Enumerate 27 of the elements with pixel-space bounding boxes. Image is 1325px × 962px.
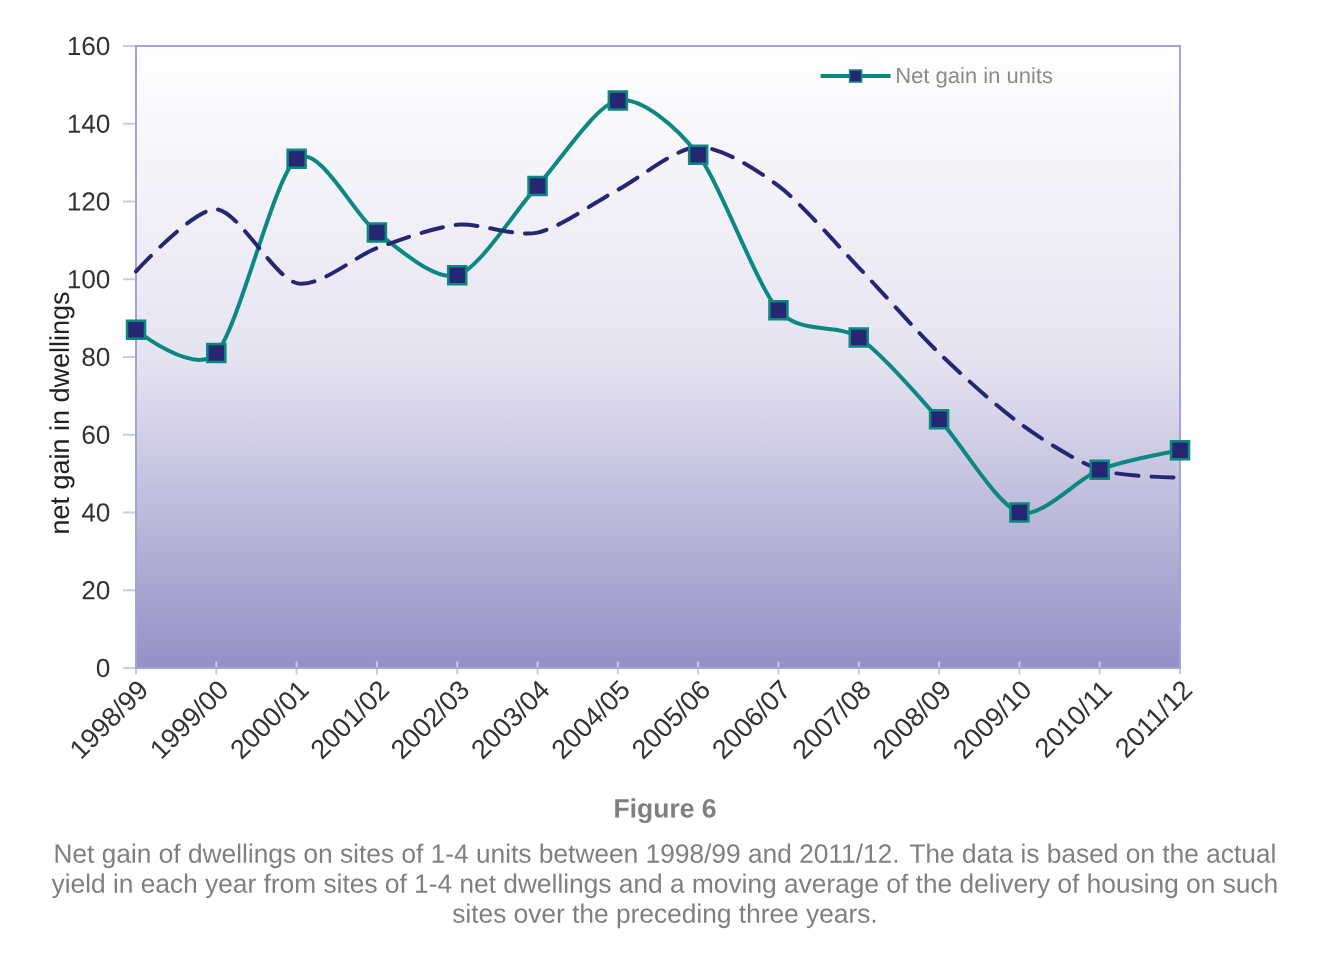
point bbox=[286, 148, 307, 169]
point bbox=[206, 342, 227, 364]
point bbox=[366, 222, 388, 243]
legend-label: Net gain in units bbox=[897, 67, 1053, 88]
y-tick-label: 80 bbox=[82, 347, 110, 367]
y-tick-label: 140 bbox=[68, 114, 110, 133]
y-tick-label: 60 bbox=[82, 425, 110, 444]
point bbox=[607, 90, 629, 111]
y-axis-title: net gain in dwellings bbox=[49, 292, 75, 533]
y-tick-label: 20 bbox=[82, 581, 110, 600]
y-tick-label: 100 bbox=[68, 270, 110, 289]
point bbox=[1089, 459, 1110, 480]
y-tick-label: 0 bbox=[96, 658, 110, 678]
point bbox=[687, 144, 709, 166]
y-tick-label: 120 bbox=[68, 192, 110, 211]
point bbox=[527, 175, 548, 197]
text: Net gain of dwellings on sites of 1-4 units between 1998/99 and 2011/12. The data is based on the actual yield in each year from sites of 1-4 net dwellings and a moving average of the delivery of housing on such sites over the preceding three years. bbox=[51, 843, 1277, 929]
point bbox=[848, 327, 870, 348]
caption: Figure 6 bbox=[615, 798, 716, 824]
point bbox=[125, 319, 147, 341]
point bbox=[928, 408, 950, 430]
y-tick-label: 160 bbox=[68, 36, 110, 56]
y-tick-label: 40 bbox=[81, 503, 110, 522]
point bbox=[446, 265, 468, 286]
point bbox=[1009, 502, 1030, 523]
point bbox=[1169, 440, 1191, 461]
point bbox=[768, 300, 789, 321]
